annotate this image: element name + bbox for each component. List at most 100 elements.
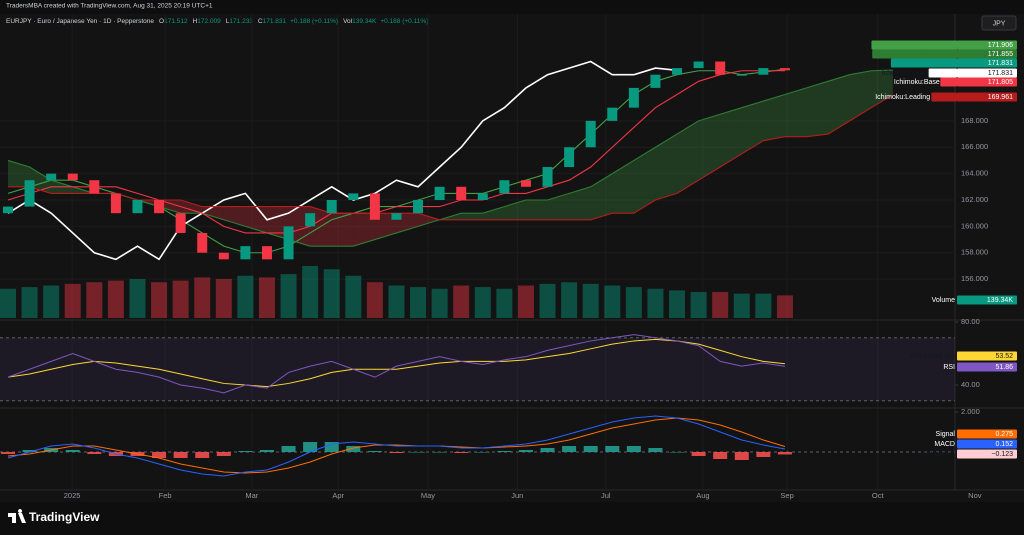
x-tick-label: Oct (872, 491, 885, 500)
value-tag (957, 92, 1017, 102)
tag-name: Signal (936, 431, 956, 438)
cloud-segment (698, 114, 721, 181)
volume-bar (172, 280, 189, 318)
tag-value: 171.855 (988, 51, 1013, 58)
histogram-bar (497, 451, 512, 452)
volume-bar (539, 283, 556, 318)
volume-bar (517, 285, 534, 318)
tag-name-background (932, 58, 958, 68)
volume-bar (733, 293, 750, 318)
volume-bar (323, 269, 340, 318)
value-tag (957, 49, 1017, 59)
tag-value: 171.831 (988, 60, 1013, 67)
macd-pane (0, 415, 955, 477)
volume-bar (258, 277, 275, 318)
volume-bar (431, 288, 448, 318)
x-tick-label: Sep (780, 491, 793, 500)
y-tick-label: 40.00 (961, 380, 980, 389)
candle-body (434, 186, 445, 200)
candle-body (110, 193, 121, 214)
candle-body (564, 147, 575, 168)
candle-body (477, 193, 488, 200)
cloud-segment (612, 160, 634, 214)
value-tag (957, 58, 1017, 68)
tag-name: Ichimoku:Leading Span B (875, 94, 955, 101)
tag-name: Volume (932, 297, 955, 304)
cloud-segment (374, 213, 397, 240)
footer-logo: TradingView (8, 509, 100, 524)
candle-body (736, 74, 747, 76)
tag-name-background (931, 92, 957, 102)
histogram-bar (475, 452, 490, 453)
y-tick-label: 160.000 (961, 221, 988, 230)
x-tick-label: Aug (696, 491, 709, 500)
volume-value: 139.34K (352, 18, 377, 25)
x-tick-label: Apr (332, 491, 344, 500)
value-tags: Ichimoku:Conversion Line171.906Ichimoku:… (871, 40, 1017, 459)
candle-body (283, 226, 294, 260)
rsi-line (7, 338, 785, 388)
volume-bar (453, 285, 470, 318)
histogram-bar (734, 452, 749, 460)
tag-value: 53.52 (995, 353, 1013, 360)
cloud-segment (677, 120, 699, 194)
cloud-segment (525, 199, 548, 220)
cloud-segment (590, 173, 613, 220)
tag-name: RSI (943, 364, 955, 371)
histogram-bar (22, 450, 37, 452)
ohlc-value: 171.831 (263, 18, 287, 25)
y-tick-label: 164.000 (961, 169, 988, 178)
candle-body (758, 68, 769, 75)
histogram-bar (411, 452, 426, 453)
ichimoku-line (7, 94, 894, 221)
currency-label[interactable]: JPY (993, 20, 1006, 27)
tag-value: 139.34K (987, 297, 1013, 304)
candle-body (369, 193, 380, 220)
tag-name: RSI-based MA (909, 353, 955, 360)
tag-name: Ichimoku:Lagging Span (882, 70, 955, 77)
candle-body (607, 107, 618, 121)
value-tag (957, 449, 1017, 459)
ichimoku-line (7, 60, 678, 261)
value-tag (957, 295, 1017, 305)
tag-value: 171.831 (988, 70, 1013, 77)
cloud-segment (849, 70, 872, 121)
histogram-bar (324, 442, 339, 452)
tag-name: Histogram (923, 451, 955, 458)
candle-body (89, 180, 100, 194)
candle-body (197, 232, 208, 253)
candle-body (305, 213, 316, 227)
candle-body (218, 252, 229, 260)
histogram-bar (670, 452, 685, 453)
candle-body (46, 173, 57, 181)
volume-bar (237, 275, 254, 318)
x-tick-label: Feb (159, 491, 172, 500)
histogram-bar (713, 452, 728, 459)
histogram-bar (540, 448, 555, 452)
candle-body (261, 246, 272, 260)
logo-text: TradingView (29, 510, 100, 524)
volume-bar (712, 292, 729, 318)
histogram-bar (389, 452, 404, 453)
cloud-segment (159, 199, 181, 214)
volume-bar (582, 283, 599, 318)
cloud-segment (806, 81, 829, 137)
ohlc-label: L (226, 18, 230, 25)
histogram-bar (691, 452, 706, 456)
volume-bar (43, 285, 60, 318)
volume-bar (669, 290, 686, 318)
histogram-bar (0, 452, 15, 454)
currency-button[interactable] (981, 15, 1017, 31)
value-tag (957, 40, 1017, 50)
ohlc-label: O (159, 18, 164, 25)
tag-value: 169.961 (988, 94, 1013, 101)
volume-bar (388, 285, 405, 318)
candle-body (585, 120, 596, 148)
cloud-segment (569, 186, 591, 220)
volume-bar (21, 287, 38, 318)
volume-label: Vol (343, 18, 353, 25)
tag-value: 51.86 (995, 364, 1013, 371)
volume-bar (345, 275, 362, 318)
candle-body (326, 199, 337, 214)
ichimoku-line (7, 70, 785, 234)
